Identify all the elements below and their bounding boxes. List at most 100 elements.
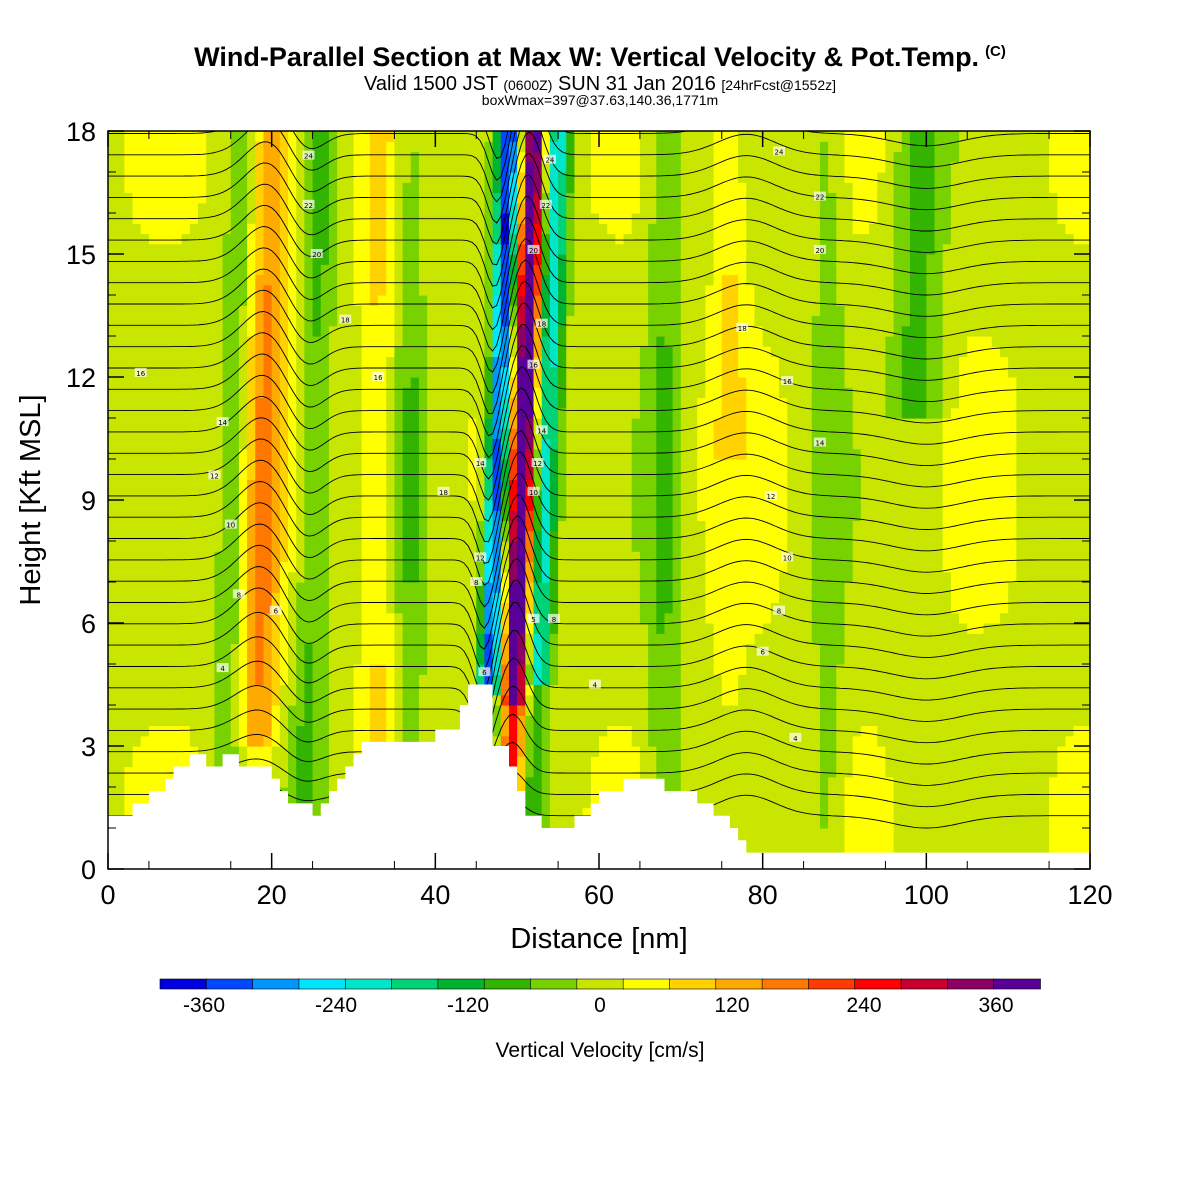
field-cell	[279, 684, 289, 696]
field-cell	[664, 705, 674, 716]
field-cell	[312, 223, 322, 235]
field-cell	[476, 243, 486, 255]
field-cell	[558, 356, 567, 368]
field-cell	[132, 336, 142, 347]
field-cell	[255, 202, 265, 214]
field-cell	[558, 766, 567, 778]
field-cell	[664, 459, 674, 470]
field-cell	[173, 295, 183, 306]
field-cell	[607, 489, 616, 501]
field-cell	[492, 295, 502, 306]
field-cell	[664, 243, 674, 255]
field-cell	[648, 438, 657, 450]
field-cell	[328, 735, 338, 747]
field-cell	[140, 653, 150, 665]
field-cell	[255, 469, 265, 481]
field-cell	[304, 274, 314, 286]
field-cell	[369, 141, 379, 153]
field-cell	[549, 633, 559, 645]
valid-date: SUN 31 Jan 2016	[557, 73, 716, 95]
field-cell	[345, 356, 355, 368]
field-cell	[664, 254, 674, 265]
field-cell	[500, 274, 510, 286]
field-cell	[533, 407, 543, 419]
field-cell	[623, 715, 633, 727]
field-cell	[320, 182, 330, 194]
field-cell	[189, 684, 199, 696]
field-cell	[255, 377, 265, 388]
field-cell	[361, 530, 371, 542]
field-cell	[378, 161, 387, 173]
field-cell	[304, 592, 314, 604]
field-cell	[418, 315, 428, 327]
field-cell	[590, 151, 600, 163]
field-cell	[214, 653, 224, 665]
field-cell	[206, 233, 215, 245]
field-cell	[132, 459, 142, 470]
field-cell	[140, 797, 150, 809]
field-cell	[108, 705, 117, 716]
field-cell	[631, 592, 641, 604]
field-cell	[165, 664, 175, 675]
field-cell	[468, 582, 477, 593]
field-cell	[508, 623, 518, 634]
field-cell	[181, 664, 191, 675]
field-cell	[140, 694, 150, 706]
field-cell	[247, 623, 256, 634]
field-cell	[558, 530, 567, 542]
field-cell	[140, 633, 150, 645]
field-cell	[615, 284, 625, 296]
field-cell	[631, 705, 641, 716]
field-cell	[255, 756, 265, 768]
field-cell	[639, 582, 649, 593]
field-cell	[639, 387, 649, 399]
field-cell	[369, 325, 379, 337]
field-cell	[189, 274, 199, 286]
field-cell	[263, 643, 273, 655]
field-cell	[378, 223, 387, 235]
field-cell	[541, 182, 551, 194]
field-cell	[304, 407, 314, 419]
field-cell	[108, 223, 117, 235]
field-cell	[418, 161, 428, 173]
field-cell	[517, 674, 526, 686]
field-cell	[148, 766, 158, 778]
field-cell	[672, 725, 682, 737]
field-cell	[255, 254, 265, 265]
field-cell	[279, 192, 289, 204]
field-cell	[279, 407, 289, 419]
field-cell	[255, 141, 265, 153]
field-cell	[263, 295, 273, 306]
field-cell	[181, 612, 191, 624]
field-cell	[402, 551, 412, 563]
field-cell	[263, 243, 273, 255]
field-cell	[631, 172, 641, 183]
field-cell	[116, 243, 125, 255]
field-cell	[296, 797, 305, 809]
field-cell	[418, 530, 428, 542]
field-cell	[296, 633, 305, 645]
field-cell	[361, 407, 371, 419]
field-cell	[541, 797, 551, 809]
field-cell	[124, 776, 134, 788]
field-cell	[427, 233, 436, 245]
field-cell	[549, 438, 559, 450]
field-cell	[656, 182, 666, 194]
field-cell	[361, 500, 371, 511]
field-cell	[410, 541, 420, 552]
field-cell	[279, 561, 289, 573]
field-cell	[116, 356, 125, 368]
field-cell	[639, 653, 649, 665]
field-cell	[631, 295, 641, 306]
field-cell	[181, 428, 191, 440]
field-cell	[157, 725, 166, 737]
field-cell	[468, 223, 477, 235]
field-cell	[484, 192, 494, 204]
field-cell	[427, 459, 436, 470]
field-cell	[255, 325, 265, 337]
field-cell	[198, 571, 207, 583]
field-cell	[427, 715, 436, 727]
field-cell	[582, 151, 592, 163]
field-cell	[238, 674, 248, 686]
field-cell	[247, 571, 256, 583]
